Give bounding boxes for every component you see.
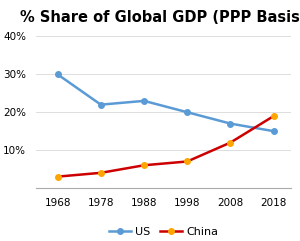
- US: [56, 73, 59, 76]
- Line: China: China: [55, 113, 277, 179]
- US: [229, 122, 232, 125]
- Line: US: US: [55, 72, 277, 134]
- US: [185, 111, 189, 114]
- China: [185, 160, 189, 163]
- Title: % Share of Global GDP (PPP Basis): % Share of Global GDP (PPP Basis): [20, 10, 300, 25]
- China: [99, 171, 103, 174]
- China: [56, 175, 59, 178]
- US: [142, 100, 146, 102]
- China: [142, 164, 146, 167]
- China: [229, 141, 232, 144]
- China: [272, 114, 275, 117]
- Legend: US, China: US, China: [104, 222, 223, 241]
- US: [272, 130, 275, 133]
- US: [99, 103, 103, 106]
